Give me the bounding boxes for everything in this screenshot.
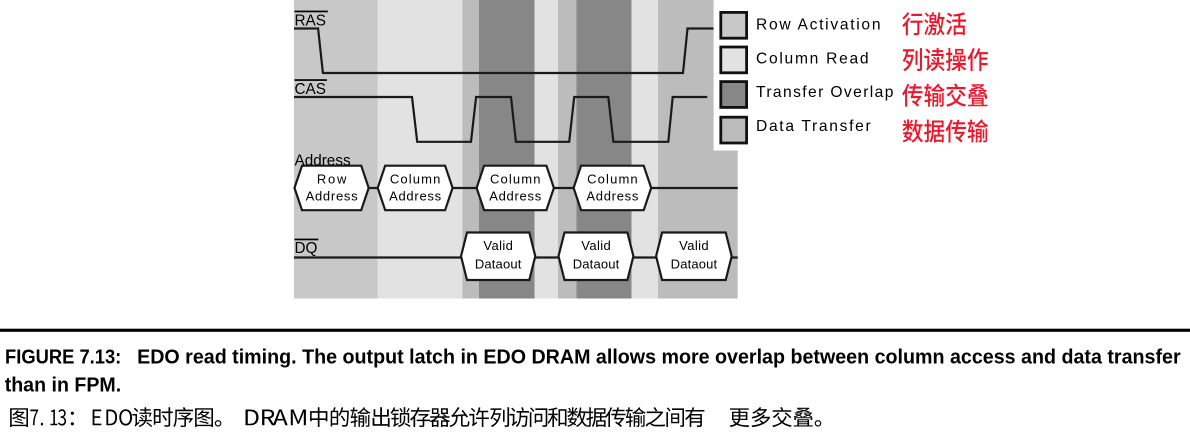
svg-text:EDO read timing. The output la: EDO read timing. The output latch in EDO… — [137, 346, 1181, 368]
svg-text:Transfer Overlap: Transfer Overlap — [756, 84, 894, 101]
svg-text:Data Transfer: Data Transfer — [756, 118, 871, 135]
svg-text:Dataout: Dataout — [475, 257, 522, 272]
svg-text:Row Activation: Row Activation — [756, 16, 881, 33]
svg-text:Row: Row — [317, 171, 347, 186]
svg-text:Column: Column — [490, 171, 541, 186]
svg-text:Address: Address — [295, 153, 351, 170]
svg-text:Column Read: Column Read — [756, 50, 869, 67]
svg-text:Column: Column — [390, 171, 441, 186]
svg-text:Valid: Valid — [483, 238, 512, 253]
svg-text:than in FPM.: than in FPM. — [5, 374, 122, 396]
svg-text:FIGURE 7.13:: FIGURE 7.13: — [5, 346, 121, 368]
svg-text:Valid: Valid — [679, 238, 709, 253]
svg-text:Address: Address — [389, 189, 442, 204]
svg-text:Address: Address — [306, 189, 359, 204]
svg-text:CAS: CAS — [295, 81, 326, 98]
svg-text:Dataout: Dataout — [671, 257, 718, 272]
svg-text:Dataout: Dataout — [573, 257, 620, 272]
svg-text:DQ: DQ — [295, 240, 318, 257]
svg-text:RAS: RAS — [295, 13, 326, 30]
svg-text:Address: Address — [586, 189, 639, 204]
svg-text:Address: Address — [489, 189, 542, 204]
svg-text:Column: Column — [587, 171, 638, 186]
svg-text:Valid: Valid — [581, 238, 611, 253]
